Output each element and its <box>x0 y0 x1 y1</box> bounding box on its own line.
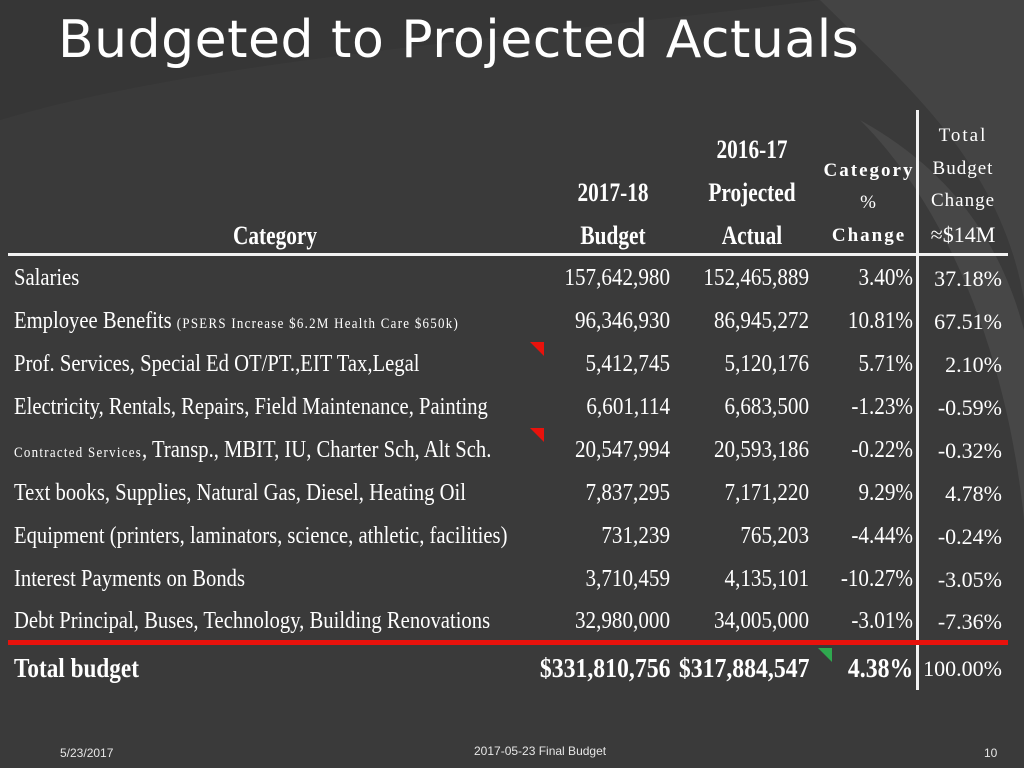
row-category: Equipment (printers, laminators, science… <box>14 523 508 549</box>
header-divider <box>8 253 1008 256</box>
header-actual-line2: Projected <box>708 178 796 207</box>
row-actual: 7,171,220 <box>724 480 809 506</box>
comment-flag-icon[interactable] <box>530 342 544 356</box>
header-pct-line2: % <box>860 192 878 213</box>
row-category: Contracted Services, Transp., MBIT, IU, … <box>14 437 492 463</box>
row-budget: 32,980,000 <box>574 608 670 634</box>
row-actual: 20,593,186 <box>713 437 809 463</box>
row-actual: 765,203 <box>740 523 809 549</box>
total-actual: $317,884,547 <box>678 653 809 683</box>
column-divider <box>916 110 919 690</box>
row-actual: 86,945,272 <box>713 308 809 334</box>
header-actual-line1: 2016-17 <box>716 135 788 164</box>
row-category-prefix: Contracted Services <box>14 445 143 461</box>
row-pct-change: 5.71% <box>858 351 913 377</box>
total-category: Total budget <box>14 653 139 683</box>
total-pct-change: 4.38% <box>847 653 913 683</box>
slide-title: Budgeted to Projected Actuals <box>58 10 860 70</box>
header-budget-line2: Budget <box>580 221 646 250</box>
header-category: Category <box>232 221 318 250</box>
footer-title: 2017-05-23 Final Budget <box>474 744 607 758</box>
row-actual: 5,120,176 <box>724 351 809 377</box>
header-total-line4: ≈$14M <box>930 222 996 247</box>
row-category: Debt Principal, Buses, Technology, Build… <box>14 608 491 634</box>
row-total-change: 67.51% <box>934 309 1002 334</box>
total-total-change: 100.00% <box>923 656 1002 681</box>
total-highlight-line <box>8 640 1008 645</box>
row-budget: 20,547,994 <box>574 437 670 463</box>
footer-date: 5/23/2017 <box>60 746 114 760</box>
row-pct-change: -3.01% <box>851 608 913 634</box>
row-category: Electricity, Rentals, Repairs, Field Mai… <box>14 394 488 420</box>
row-category: Prof. Services, Special Ed OT/PT.,EIT Ta… <box>14 351 420 377</box>
row-budget: 731,239 <box>601 523 670 549</box>
table-row: Salaries 157,642,980 152,465,889 3.40% 3… <box>0 257 1024 300</box>
row-category-note: (PSERS Increase $6.2M Health Care $650k) <box>176 316 460 332</box>
table-row: Electricity, Rentals, Repairs, Field Mai… <box>0 386 1024 429</box>
row-budget: 5,412,745 <box>585 351 670 377</box>
comment-flag-icon[interactable] <box>530 428 544 442</box>
header-total-line2: Budget <box>932 158 994 179</box>
row-total-change: -0.32% <box>937 438 1002 463</box>
header-total-line3: Change <box>930 190 996 211</box>
row-actual: 152,465,889 <box>703 265 809 291</box>
row-category: Text books, Supplies, Natural Gas, Diese… <box>14 480 466 506</box>
table-row: Prof. Services, Special Ed OT/PT.,EIT Ta… <box>0 343 1024 386</box>
row-category: Salaries <box>14 265 80 291</box>
table-row: Text books, Supplies, Natural Gas, Diese… <box>0 472 1024 515</box>
row-total-change: -0.59% <box>937 395 1002 420</box>
row-total-change: -3.05% <box>937 567 1002 592</box>
row-pct-change: 3.40% <box>858 265 913 291</box>
header-pct-line1: Category <box>823 160 915 181</box>
row-budget: 6,601,114 <box>586 394 670 420</box>
row-total-change: 2.10% <box>945 352 1002 377</box>
total-budget: $331,810,756 <box>539 653 670 683</box>
row-pct-change: -10.27% <box>840 566 913 592</box>
row-pct-change: -0.22% <box>851 437 913 463</box>
row-pct-change: -4.44% <box>851 523 913 549</box>
row-total-change: -7.36% <box>937 609 1002 634</box>
header-budget-line1: 2017-18 <box>577 178 649 207</box>
comment-flag-icon[interactable] <box>818 648 832 662</box>
row-actual: 34,005,000 <box>713 608 809 634</box>
row-category: Employee Benefits (PSERS Increase $6.2M … <box>14 308 460 334</box>
row-pct-change: 10.81% <box>847 308 913 334</box>
table-row: Debt Principal, Buses, Technology, Build… <box>0 600 1024 643</box>
row-budget: 3,710,459 <box>585 566 670 592</box>
row-budget: 157,642,980 <box>564 265 670 291</box>
total-row: Total budget $331,810,756 $317,884,547 4… <box>0 647 1024 690</box>
row-budget: 7,837,295 <box>585 480 670 506</box>
table-row: Employee Benefits (PSERS Increase $6.2M … <box>0 300 1024 343</box>
table-row: Equipment (printers, laminators, science… <box>0 515 1024 558</box>
page-number: 10 <box>984 746 998 760</box>
row-total-change: -0.24% <box>937 524 1002 549</box>
row-total-change: 4.78% <box>945 481 1002 506</box>
row-pct-change: 9.29% <box>858 480 913 506</box>
header-pct-line3: Change <box>831 225 907 246</box>
row-actual: 4,135,101 <box>724 566 809 592</box>
table-row: Contracted Services, Transp., MBIT, IU, … <box>0 429 1024 472</box>
row-total-change: 37.18% <box>934 266 1002 291</box>
row-budget: 96,346,930 <box>574 308 670 334</box>
table-row: Interest Payments on Bonds 3,710,459 4,1… <box>0 558 1024 601</box>
header-actual-line3: Actual <box>721 221 783 250</box>
row-actual: 6,683,500 <box>724 394 809 420</box>
header-total-line1: Total <box>938 125 988 146</box>
row-category: Interest Payments on Bonds <box>14 566 246 592</box>
row-pct-change: -1.23% <box>851 394 913 420</box>
